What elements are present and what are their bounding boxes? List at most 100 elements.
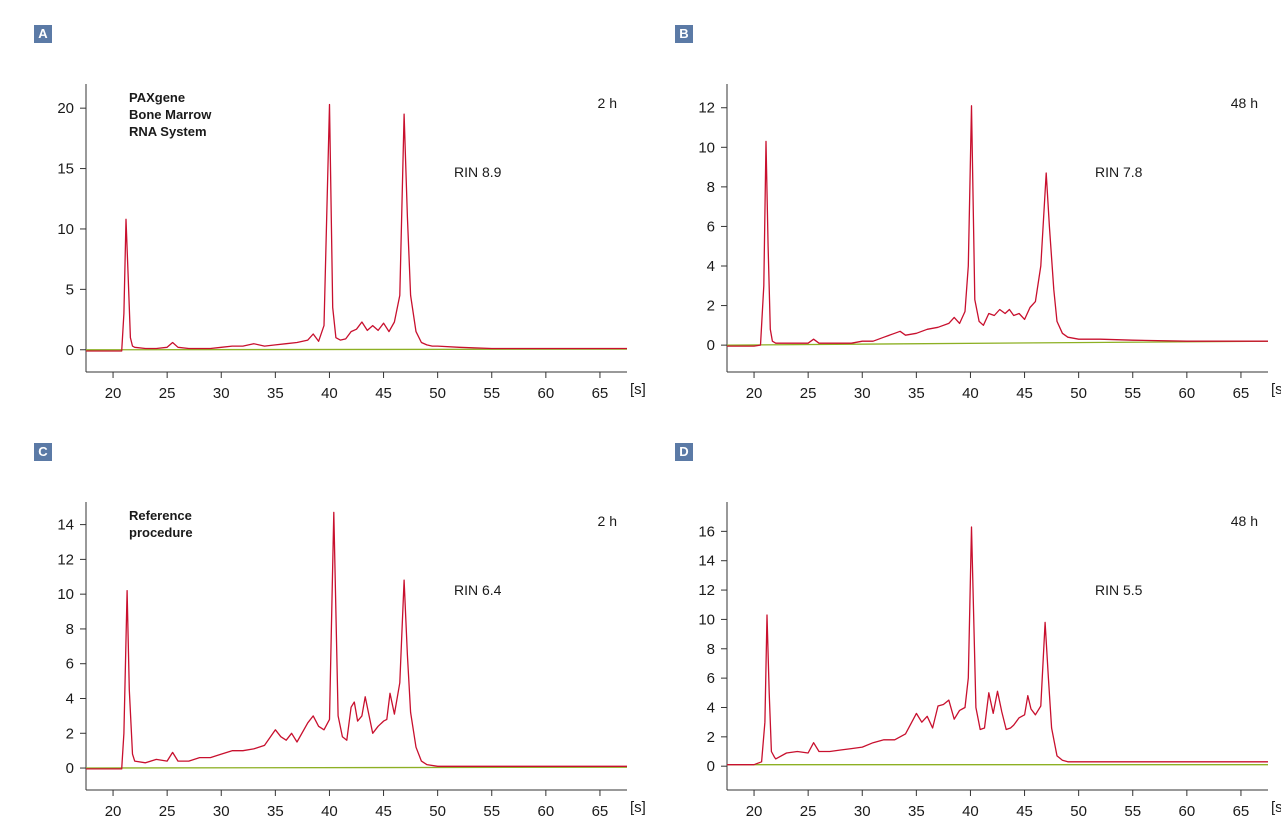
panel-label-d: D [675,443,693,461]
time-label: 48 h [1231,95,1258,111]
x-tick-label: 40 [962,803,979,820]
time-label: 2 h [598,513,617,529]
time-label: 48 h [1231,513,1258,529]
chart-panel-a: A 0 5 10 15 20 20 25 30 35 40 45 50 55 60 65 [s] 2 h RIN … [0,0,646,418]
panel-label-a: A [34,25,52,43]
system-label-line: RNA System [129,124,207,139]
y-tick-label: 6 [66,656,74,673]
x-axis-unit: [s] [630,799,646,816]
x-tick-label: 30 [213,803,230,820]
electropherogram-c: 0 2 4 6 8 10 12 14 20 25 30 35 40 45 50 55 60 65 [s] 2 h RIN… [57,502,646,820]
x-tick-label: 25 [159,385,176,402]
x-tick-label: 30 [854,385,871,402]
y-tick-label: 12 [698,582,715,599]
x-tick-label: 25 [800,803,817,820]
y-tick-label: 10 [698,139,715,156]
y-tick-label: 15 [57,161,74,178]
y-tick-label: 0 [707,758,715,775]
x-tick-label: 50 [429,803,446,820]
panel-label-c: C [34,443,52,461]
x-tick-label: 55 [483,385,500,402]
x-tick-label: 50 [429,385,446,402]
x-tick-label: 45 [1016,803,1033,820]
electropherogram-trace [86,511,627,770]
baseline-line [726,340,1269,346]
y-tick-label: 4 [66,690,74,707]
x-tick-label: 25 [159,803,176,820]
x-tick-label: 60 [1179,385,1196,402]
chart-panel-d: D 0 2 4 6 8 10 12 14 16 20 25 30 35 40 45 50 55 60 65 [s] 48… [641,418,1281,836]
y-tick-label: 0 [66,760,74,777]
electropherogram-trace [727,105,1268,347]
x-tick-label: 50 [1070,385,1087,402]
system-label-line: Reference [129,508,192,523]
electropherogram-b: 0 2 4 6 8 10 12 20 25 30 35 40 45 50 55 60 65 [s] 48 h RIN … [698,84,1281,402]
x-tick-label: 30 [854,803,871,820]
electropherogram-d: 0 2 4 6 8 10 12 14 16 20 25 30 35 40 45 50 55 60 65 [s] 48 h… [698,502,1281,820]
x-tick-label: 60 [1179,803,1196,820]
y-tick-label: 5 [66,281,74,298]
x-tick-label: 45 [375,803,392,820]
y-tick-label: 0 [66,342,74,359]
y-tick-label: 6 [707,670,715,687]
x-tick-label: 55 [1124,385,1141,402]
x-tick-label: 65 [1233,803,1250,820]
y-tick-label: 10 [698,611,715,628]
y-tick-label: 8 [707,179,715,196]
x-tick-label: 45 [1016,385,1033,402]
x-tick-label: 20 [746,803,763,820]
y-tick-label: 12 [57,551,74,568]
system-label-line: PAXgene [129,90,185,105]
x-tick-label: 25 [800,385,817,402]
y-tick-label: 2 [707,729,715,746]
x-tick-label: 55 [1124,803,1141,820]
rin-label: RIN 5.5 [1095,582,1143,598]
x-tick-label: 45 [375,385,392,402]
x-tick-label: 40 [321,803,338,820]
x-tick-label: 35 [267,803,284,820]
y-tick-label: 14 [57,517,74,534]
x-tick-label: 20 [746,385,763,402]
x-tick-label: 65 [592,803,609,820]
y-tick-label: 16 [698,523,715,540]
x-tick-label: 55 [483,803,500,820]
y-tick-label: 20 [57,100,74,117]
y-tick-label: 6 [707,218,715,235]
baseline-line [85,766,628,769]
x-tick-label: 50 [1070,803,1087,820]
x-tick-label: 20 [105,803,122,820]
x-tick-label: 40 [962,385,979,402]
x-axis-unit: [s] [630,381,646,398]
y-tick-label: 4 [707,699,715,716]
x-tick-label: 60 [538,385,555,402]
y-tick-label: 12 [698,100,715,117]
system-label-line: procedure [129,525,193,540]
y-tick-label: 8 [66,621,74,638]
system-label-line: Bone Marrow [129,107,212,122]
x-tick-label: 35 [267,385,284,402]
electropherogram-trace [86,103,627,352]
y-tick-label: 14 [698,553,715,570]
y-tick-label: 10 [57,221,74,238]
x-tick-label: 65 [592,385,609,402]
x-tick-label: 60 [538,803,555,820]
x-tick-label: 30 [213,385,230,402]
electropherogram-trace [727,526,1268,766]
y-tick-label: 10 [57,586,74,603]
baseline-line [85,348,628,351]
x-tick-label: 40 [321,385,338,402]
x-axis-unit: [s] [1271,799,1281,816]
rin-label: RIN 6.4 [454,582,502,598]
rin-label: RIN 7.8 [1095,164,1143,180]
y-tick-label: 4 [707,258,715,275]
chart-panel-c: C 0 2 4 6 8 10 12 14 20 25 30 35 40 45 50 55 60 65 [s] 2 h R… [0,418,646,836]
y-tick-label: 8 [707,641,715,658]
chart-panel-b: B 0 2 4 6 8 10 12 20 25 30 35 40 45 50 55 60 65 [s] 48 h RI… [641,0,1281,418]
x-axis-unit: [s] [1271,381,1281,398]
electropherogram-a: 0 5 10 15 20 20 25 30 35 40 45 50 55 60 65 [s] 2 h RIN 8.… [57,84,646,402]
time-label: 2 h [598,95,617,111]
x-tick-label: 35 [908,803,925,820]
rin-label: RIN 8.9 [454,164,502,180]
y-tick-label: 2 [66,725,74,742]
y-tick-label: 0 [707,337,715,354]
